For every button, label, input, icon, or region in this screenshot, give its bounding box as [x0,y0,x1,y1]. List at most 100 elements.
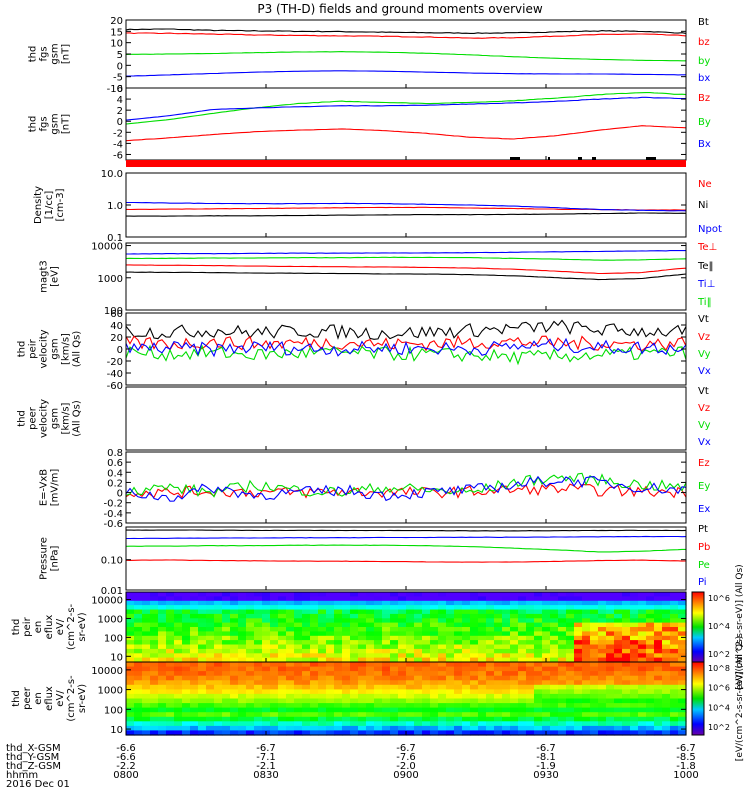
spectrogram-cell [406,725,415,732]
spectrogram-cell [254,592,263,597]
spectrogram-cell [278,671,287,677]
spectrogram-cell [166,707,175,713]
spectrogram-cell [622,693,631,700]
spectrogram-cell [134,622,143,628]
spectrogram-cell [166,596,175,602]
spectrogram-cell [254,698,263,704]
spectrogram-cell [230,689,239,695]
spectrogram-cell [358,689,367,695]
spectrogram-cell [662,631,671,637]
legend-fgs-bz: bz [698,37,710,48]
spectrogram-cell [646,721,655,727]
spectrogram-cell [414,725,423,732]
spectrogram-cell [526,644,535,650]
spectrogram-cell [406,592,415,597]
spectrogram-cell [454,640,463,646]
spectrogram-cell [678,609,687,615]
spectrogram-cell [558,707,567,713]
spectrogram-cell [142,725,151,732]
spectrogram-cell [126,609,135,615]
y-axis-label-line: peer [28,406,39,430]
spectrogram-cell [454,613,463,619]
spectrogram-cell [238,675,247,681]
spectrogram-cell [566,707,575,713]
spectrogram-cell [654,703,663,709]
spectrogram-cell [486,592,495,597]
y-axis-label-peer-spectrogram: thdpeerenefluxeV/(cm^2-s-sr-eV) [11,675,88,722]
series-fgs-Bt [125,28,687,34]
y-axis-label-line: gsm [50,43,61,64]
spectrogram-cell [158,707,167,713]
spectrogram-cell [238,703,247,709]
spectrogram-cell [646,631,655,637]
spectrogram-cell [654,721,663,727]
legend-pressure-Pt: Pt [698,524,708,535]
series-lines [125,472,687,502]
spectrogram-cell [326,622,335,628]
spectrogram-cell [190,613,199,619]
spectrogram-cell [246,644,255,650]
spectrogram-cell [126,707,135,713]
spectrogram-cell [182,600,191,606]
x-row-label: hhmm [6,770,38,781]
spectrogram-cell [470,635,479,641]
spectrogram-cell [270,671,279,677]
spectrogram-cell [318,689,327,695]
spectrogram-cell [334,631,343,637]
spectrogram-cell [446,680,455,686]
spectrogram-cell [574,622,583,628]
spectrogram-cell [566,640,575,646]
spectrogram-cell [270,703,279,709]
spectrogram-cell [262,703,271,709]
spectrogram-cell [590,680,599,686]
spectrogram-cell [326,721,335,727]
spectrogram-cell [366,622,375,628]
colorbar-1: 10^210^410^6 [eV/(cm^2-s-sr-eV)] (All Qs) [691,564,745,690]
spectrogram-cell [478,712,487,718]
spectrogram-cell [214,609,223,615]
status-bar-mark [548,157,550,160]
spectrogram-cell [206,613,215,619]
colorbars-group: 10^210^410^6 [eV/(cm^2-s-sr-eV)] (All Qs)… [691,564,745,761]
spectrogram-cell [198,716,207,722]
spectrogram-cell [230,627,239,632]
spectrogram-cell [294,684,303,690]
spectrogram-cell [446,622,455,628]
spectrogram-cell [166,666,175,672]
spectrogram-cell [158,657,167,663]
spectrogram-cell [454,592,463,597]
spectrogram-cell [390,592,399,597]
spectrogram-cell [470,689,479,695]
y-axis-label-line: thd [17,410,28,427]
spectrogram-cell [406,609,415,615]
spectrogram-cell [382,644,391,650]
spectrogram-cell [574,703,583,709]
spectrogram-cell [350,689,359,695]
spectrogram-cell [134,693,143,700]
colorbar-tick-label: 10^6 [708,684,730,693]
y-tick-label: -6 [113,150,123,161]
spectrogram-cell [534,675,543,681]
spectrogram-cell [310,627,319,632]
spectrogram-cell [174,613,183,619]
spectrogram-cell [638,605,647,611]
spectrogram-cell [542,666,551,672]
spectrogram-cell [294,671,303,677]
spectrogram-cell [214,631,223,637]
spectrogram-cell [638,644,647,650]
spectrogram-cell [278,631,287,637]
spectrogram-cell [350,622,359,628]
spectrogram-cell [286,680,295,686]
spectrogram-cell [366,662,375,668]
spectrogram-cell [510,662,519,668]
spectrogram-cell [398,618,407,624]
spectrogram-cell [134,648,143,654]
spectrogram-cell [230,644,239,650]
spectrogram-cell [550,609,559,615]
spectrogram-cell [358,721,367,727]
spectrogram-cell [510,653,519,659]
spectrogram-cell [342,627,351,632]
spectrogram-cell [318,592,327,597]
spectrogram-cell [630,618,639,624]
spectrogram-cell [558,703,567,709]
